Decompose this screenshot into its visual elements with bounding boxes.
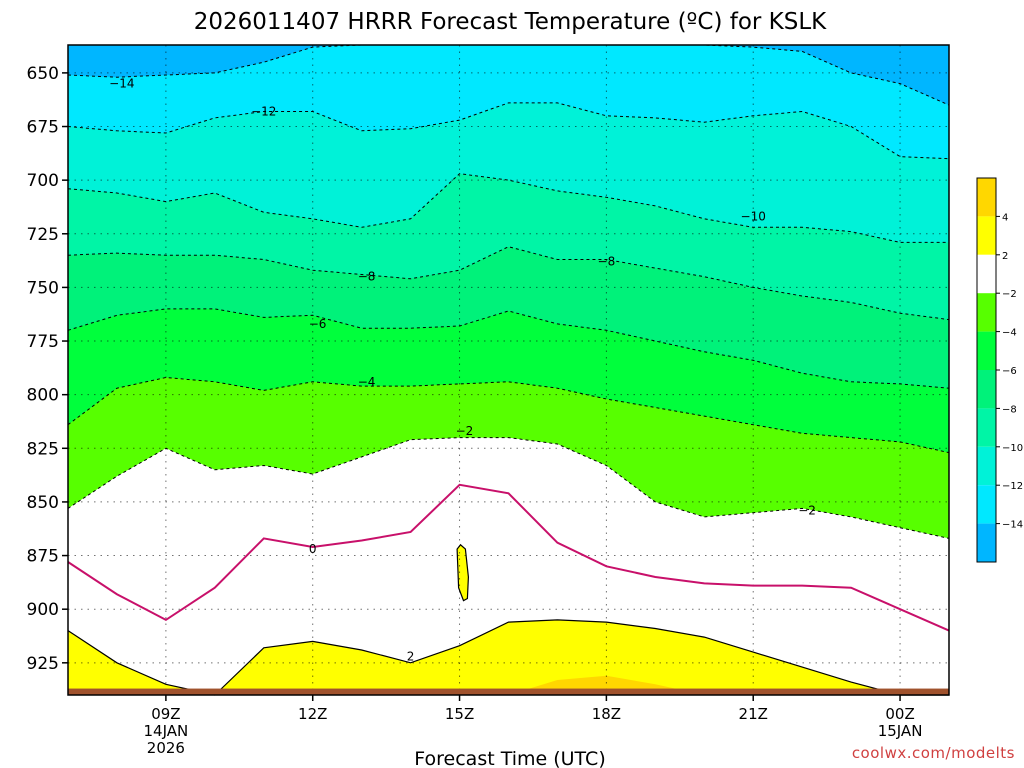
ytick-label-850: 850 [27, 493, 59, 513]
ytick-label-775: 775 [27, 332, 59, 352]
contour-label-9: 0 [309, 542, 317, 556]
colorbar-label-8: −12 [1002, 481, 1023, 492]
credit-link[interactable]: coolwx.com/modelts [852, 744, 1015, 762]
xtick-label-09Z-1: 14JAN [144, 722, 189, 740]
contour-label-2: −10 [741, 210, 766, 224]
ytick-label-725: 725 [27, 225, 59, 245]
colorbar-legend: 4 2 −2 −4 −6 −8 −10 −12 −14 [976, 177, 1023, 563]
ytick-label-800: 800 [27, 386, 59, 406]
colorbar-swatch-2 [977, 254, 996, 294]
xtick-label-09Z-2: 2026 [147, 739, 185, 757]
ytick-label-825: 825 [27, 439, 59, 459]
colorbar-swatch-8 [977, 485, 996, 524]
colorbar-label-6: −8 [1002, 404, 1017, 415]
colorbar-swatch-6 [977, 408, 996, 447]
contour-label-10: 2 [407, 649, 415, 663]
contour-label-1: −12 [251, 105, 276, 119]
contour-label-6: −4 [358, 375, 376, 389]
ytick-label-875: 875 [27, 547, 59, 567]
band-below-2 [68, 619, 949, 695]
contour-label-7: −2 [456, 424, 474, 438]
colorbar-label-3: −2 [1002, 289, 1017, 300]
xtick-label-15Z-0: 15Z [445, 705, 474, 723]
ytick-label-900: 900 [27, 600, 59, 620]
colorbar-label-7: −10 [1002, 443, 1023, 454]
x-axis-title: Forecast Time (UTC) [414, 748, 605, 768]
colorbar-label-5: −6 [1002, 366, 1017, 377]
ytick-label-925: 925 [27, 654, 59, 674]
contour-label-3: −8 [598, 255, 616, 269]
colorbar-swatch-5 [977, 370, 996, 409]
colorbar-label-2: 2 [1002, 251, 1008, 262]
colorbar-swatch-9 [977, 523, 996, 562]
contour-label-5: −6 [309, 317, 327, 331]
band-below-0 [68, 484, 949, 695]
contour-label-8: −2 [798, 504, 816, 518]
colorbar-label-4: −4 [1002, 328, 1017, 339]
isotherm--8 [67, 246, 950, 321]
xtick-label-12Z-0: 12Z [298, 705, 327, 723]
grid-lines [68, 45, 949, 695]
chart-title: 2026011407 HRRR Forecast Temperature (ºC… [194, 9, 827, 35]
colorbar-swatch-1 [977, 216, 996, 255]
colorbar-label-9: −14 [1002, 520, 1023, 531]
ground-strip [68, 688, 949, 695]
isotherm-0 [67, 483, 950, 632]
ytick-label-650: 650 [27, 64, 59, 84]
colorbar-label-1: 4 [1002, 212, 1008, 223]
xtick-label-00Z-0: 00Z [885, 705, 914, 723]
ytick-label-750: 750 [27, 278, 59, 298]
ytick-label-675: 675 [27, 118, 59, 138]
colorbar-swatch-0 [977, 178, 996, 217]
plot-frame [67, 44, 950, 696]
xtick-label-21Z-0: 21Z [739, 705, 768, 723]
colorbar-frame [976, 177, 997, 563]
xtick-label-00Z-1: 15JAN [878, 722, 923, 740]
temperature-bands [68, 45, 949, 695]
isotherm--10 [67, 173, 949, 243]
ytick-label-700: 700 [27, 171, 59, 191]
xtick-label-09Z-0: 09Z [151, 705, 180, 723]
xtick-label-18Z-0: 18Z [592, 705, 621, 723]
ground-fill [68, 688, 949, 695]
colorbar-swatch-4 [977, 331, 996, 370]
colorbar-swatch-3 [977, 293, 996, 332]
y-axis: 650 675 700 725 750 775 800 825 850 875 900 925 [27, 64, 68, 674]
isotherm--2 [67, 437, 950, 539]
contour-labels: −14 −12 −10 −8 −8 −6 −4 −2 −2 0 2 [109, 77, 816, 664]
contour-label-0: −14 [109, 77, 134, 91]
contour-label-4: −8 [358, 270, 376, 284]
isotherm--12 [67, 102, 950, 160]
colorbar-swatch-7 [977, 446, 996, 486]
